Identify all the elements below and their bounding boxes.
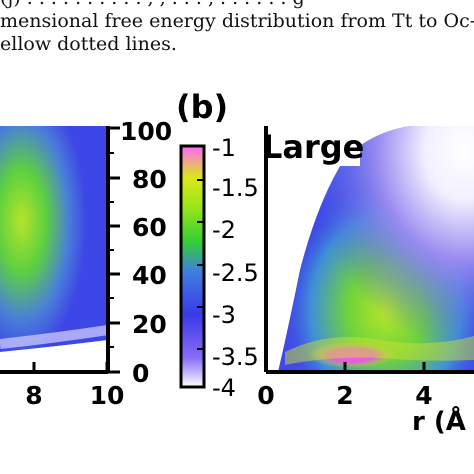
colorbar-tick-label: -3.5 [212,343,259,371]
colorbar-gradient [179,144,206,389]
right-axes: 0 2 4 r (Å [257,126,474,437]
colorbar: -1 -1.5 -2 -2.5 -3 -3.5 -4 [179,134,259,402]
left-ytick-label: 40 [132,261,167,290]
colorbar-tick-label: -2.5 [212,259,259,287]
left-ytick-label: 0 [132,359,149,388]
panel-label: (b) [176,88,228,126]
panel-title: Large [262,128,364,166]
left-ytick-label: 100 [120,117,172,146]
left-yticks: 0 20 40 60 80 100 [108,117,172,388]
right-xtick-label: 4 [415,381,432,410]
colorbar-tick-label: -2 [212,216,236,244]
right-heatmap [266,126,474,372]
left-ytick-label: 60 [132,213,167,242]
colorbar-tick-label: -1 [212,134,236,162]
left-xticks: 8 10 [25,362,124,410]
right-xaxis-label: r (Å [412,405,466,437]
right-xtick-label: 2 [336,381,353,410]
left-ytick-label: 80 [132,165,167,194]
left-heatmap [0,126,109,372]
caption-line-1: mensional free energy distribution from … [0,10,474,32]
left-xtick-label: 10 [90,381,125,410]
colorbar-tick-label: -1.5 [212,174,259,202]
left-xtick-label: 8 [25,381,42,410]
right-title-bg [262,124,360,166]
left-ytick-label: 20 [132,310,167,339]
right-xtick-label: 0 [257,381,274,410]
caption-line-top-partial: (j) . . . . . . . . . . , , . . . , . . … [0,0,474,8]
colorbar-tick-label: -3 [212,301,236,329]
colorbar-tick-label: -4 [212,374,236,402]
caption-line-2: ellow dotted lines. [0,33,177,55]
